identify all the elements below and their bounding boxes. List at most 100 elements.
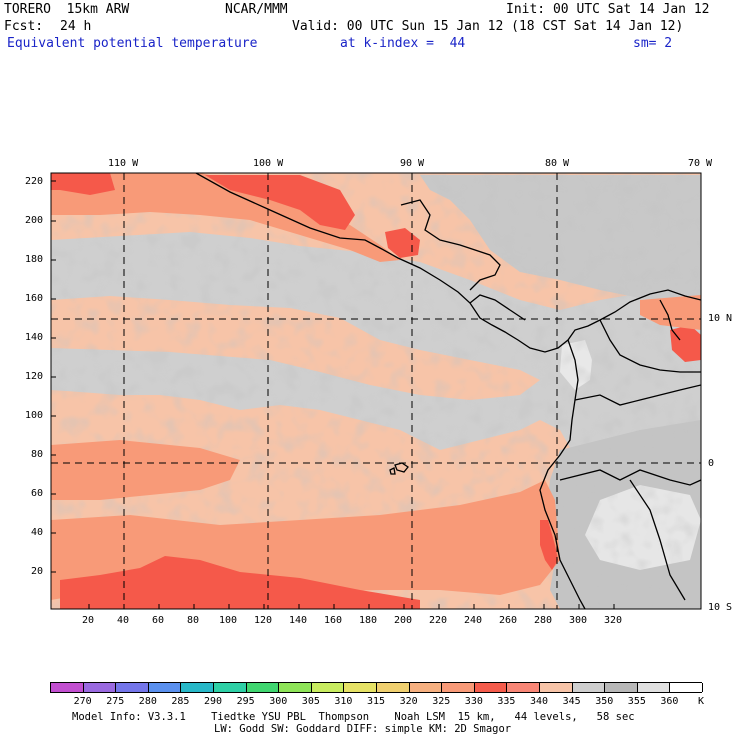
coastlines [195, 173, 701, 609]
model-info: Model Info: V3.3.1 Tiedtke YSU PBL Thomp… [72, 711, 635, 723]
colorbar-label: 335 [497, 696, 516, 707]
colorbar-swatch [83, 683, 117, 692]
colorbar-swatch [51, 683, 84, 692]
colorbar-swatch [572, 683, 606, 692]
x-tick-label: 40 [117, 615, 130, 626]
colorbar-swatch [279, 683, 312, 692]
lon-label-70w: 70 W [688, 158, 713, 169]
y-ticks [51, 180, 56, 573]
y-tick-label: 140 [25, 332, 44, 343]
x-tick-label: 240 [464, 615, 483, 626]
smoothing-info: sm= 2 [633, 36, 673, 51]
x-tick-label: 200 [394, 615, 413, 626]
y-tick-label: 160 [25, 293, 44, 304]
colorbar-unit: K [698, 696, 705, 707]
colorbar-label: 275 [106, 696, 125, 707]
colorbar-swatch [670, 683, 703, 692]
colorbar-swatch [311, 683, 345, 692]
colorbar-swatch [214, 683, 247, 692]
colorbar-swatch [377, 683, 410, 692]
warm-caribbean [640, 295, 701, 330]
colorbar-swatch [540, 683, 573, 692]
colorbar-swatch [246, 683, 280, 692]
lat-label-10s: 10 S [708, 602, 733, 613]
y-tick-label: 120 [25, 371, 44, 382]
warm-south-pacific [51, 440, 240, 500]
colorbar-label: 345 [562, 696, 581, 707]
x-tick-label: 220 [429, 615, 448, 626]
forecast-label: Fcst: [4, 19, 44, 34]
x-ticks [88, 604, 615, 609]
colorbar-label: 295 [236, 696, 255, 707]
colorbar-swatch [409, 683, 443, 692]
colorbar-swatch [507, 683, 540, 692]
x-tick-label: 320 [604, 615, 623, 626]
hot-peru-coast [540, 520, 558, 570]
hot-guatemala [385, 228, 420, 258]
physics-info: LW: Godd SW: Goddard DIFF: simple KM: 2D… [214, 723, 512, 735]
x-tick-label: 120 [254, 615, 273, 626]
x-tick-label: 20 [82, 615, 95, 626]
hot-venezuela [670, 325, 701, 362]
colorbar-swatch [116, 683, 149, 692]
colorbar-label: 360 [660, 696, 679, 707]
y-tick-label: 180 [25, 254, 44, 265]
colorbar-label: 315 [367, 696, 386, 707]
x-tick-label: 300 [569, 615, 588, 626]
lon-label-110w: 110 W [108, 158, 139, 169]
x-tick-label: 140 [289, 615, 308, 626]
colorbar [50, 682, 703, 693]
colorbar-label: 300 [269, 696, 288, 707]
y-tick-label: 100 [25, 410, 44, 421]
forecast-hour: 24 h [60, 19, 92, 34]
level-info: at k-index = 44 [340, 36, 466, 51]
colorbar-swatch [605, 683, 638, 692]
init-time: Init: 00 UTC Sat 14 Jan 12 [506, 2, 710, 17]
colorbar-label: 285 [171, 696, 190, 707]
lat-label-0: 0 [708, 458, 715, 469]
colorbar-label: 340 [530, 696, 549, 707]
lon-label-100w: 100 W [253, 158, 284, 169]
colorbar-label: 270 [73, 696, 92, 707]
x-tick-label: 280 [534, 615, 553, 626]
lat-lon-grid [51, 173, 701, 609]
colorbar-label: 305 [301, 696, 320, 707]
x-tick-label: 80 [187, 615, 200, 626]
colorbar-swatch [344, 683, 377, 692]
colorbar-swatch [181, 683, 214, 692]
warm-mexico-coast [51, 173, 400, 262]
colorbar-label: 355 [627, 696, 646, 707]
colorbar-label: 320 [399, 696, 418, 707]
y-tick-label: 80 [31, 449, 44, 460]
hot-south-pacific [60, 556, 420, 609]
model-name: TORERO 15km ARW [4, 2, 130, 17]
colorbar-swatch [474, 683, 508, 692]
colorbar-swatch [637, 683, 671, 692]
y-tick-label: 60 [31, 488, 44, 499]
x-tick-label: 60 [152, 615, 165, 626]
colorbar-label: 290 [204, 696, 223, 707]
y-tick-label: 20 [31, 566, 44, 577]
field-name: Equivalent potential temperature [7, 36, 258, 51]
lon-label-80w: 80 W [545, 158, 570, 169]
y-tick-label: 200 [25, 215, 44, 226]
x-tick-label: 160 [324, 615, 343, 626]
colorbar-swatch [148, 683, 182, 692]
map-frame [50, 172, 702, 610]
colorbar-swatch [442, 683, 475, 692]
x-tick-label: 260 [499, 615, 518, 626]
lon-label-90w: 90 W [400, 158, 425, 169]
x-tick-label: 180 [359, 615, 378, 626]
colorbar-label: 280 [138, 696, 157, 707]
lat-label-10n: 10 N [708, 313, 733, 324]
x-tick-label: 100 [219, 615, 238, 626]
hot-mexico-coast-2 [205, 175, 355, 230]
y-tick-label: 40 [31, 527, 44, 538]
colorbar-label: 330 [464, 696, 483, 707]
colorbar-label: 310 [334, 696, 353, 707]
colorbar-label: 325 [432, 696, 451, 707]
hot-mexico-coast [51, 173, 115, 195]
colorbar-label: 350 [595, 696, 614, 707]
valid-time: Valid: 00 UTC Sun 15 Jan 12 (18 CST Sat … [292, 19, 684, 34]
